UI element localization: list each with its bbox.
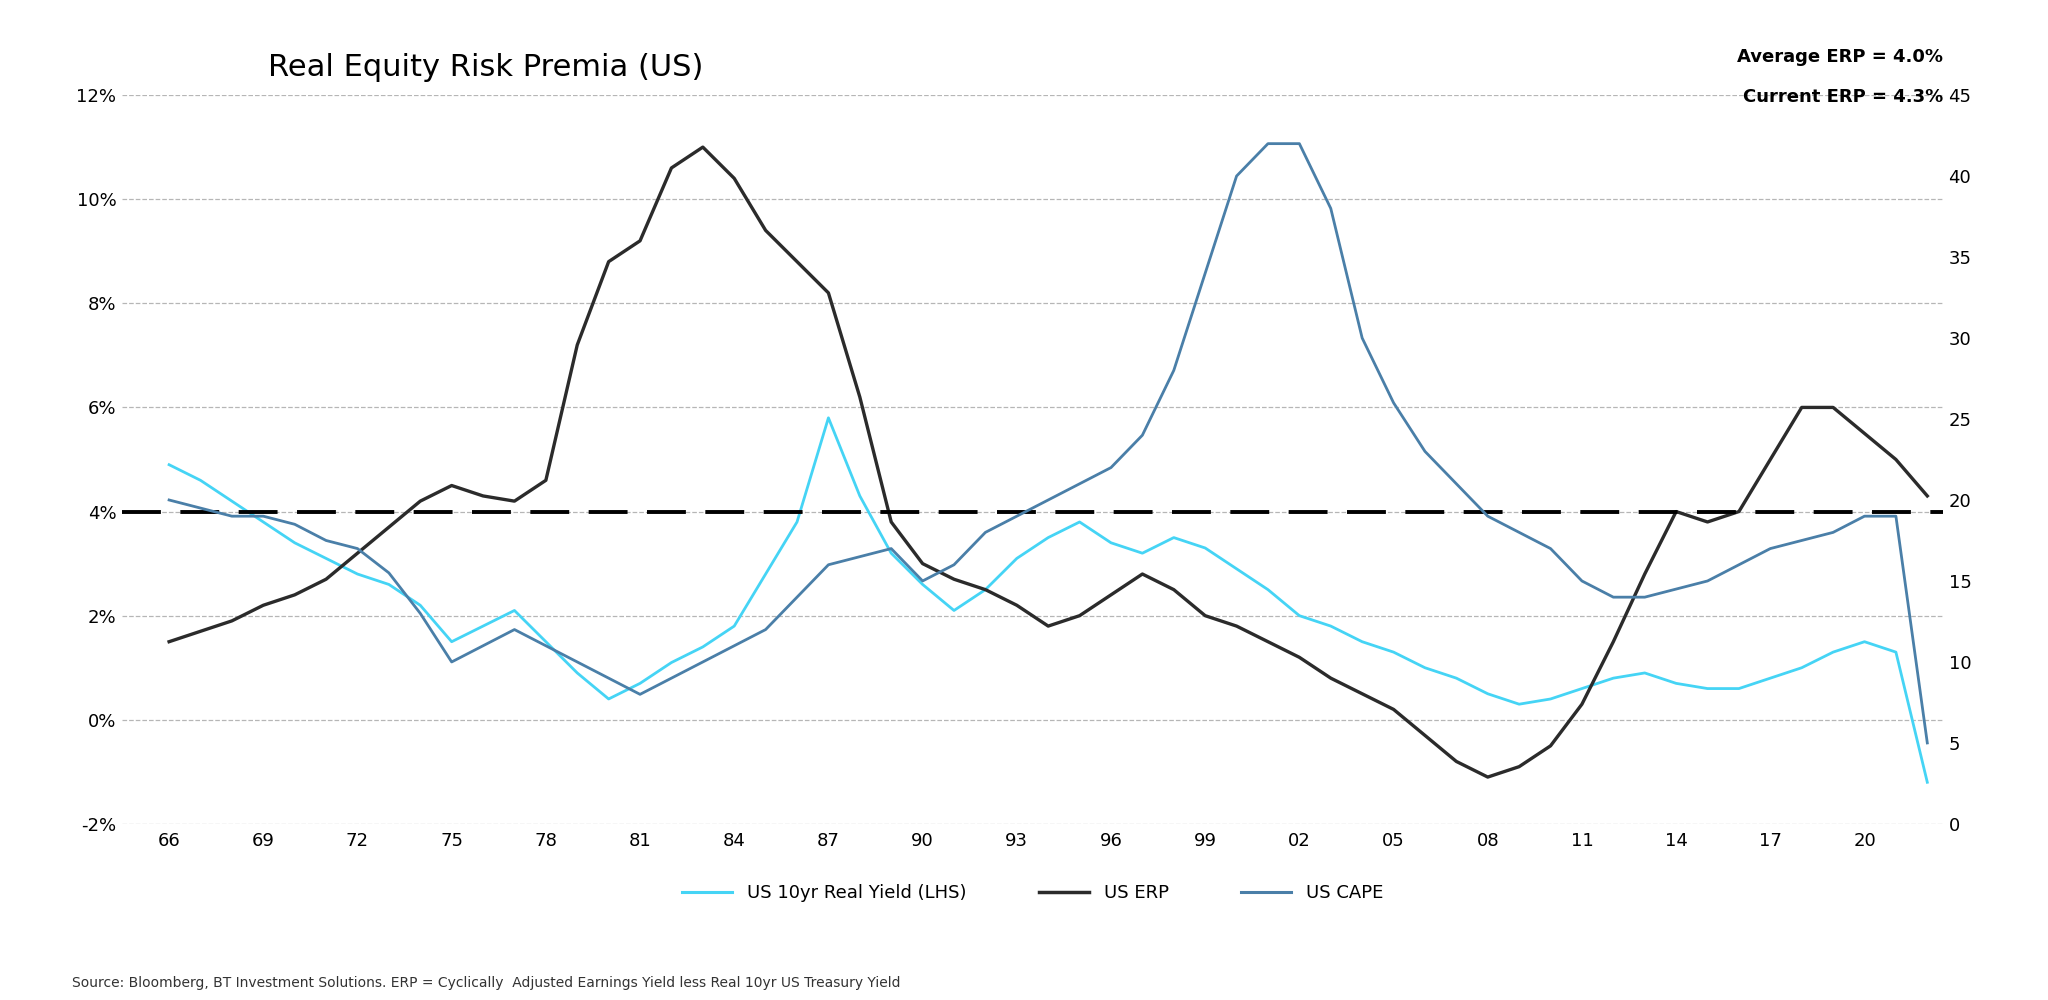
Text: Real Equity Risk Premia (US): Real Equity Risk Premia (US)	[268, 53, 702, 82]
Text: Source: Bloomberg, BT Investment Solutions. ERP = Cyclically  Adjusted Earnings : Source: Bloomberg, BT Investment Solutio…	[72, 976, 901, 990]
Legend: US 10yr Real Yield (LHS), US ERP, US CAPE: US 10yr Real Yield (LHS), US ERP, US CAP…	[674, 877, 1391, 910]
Text: Current ERP = 4.3%: Current ERP = 4.3%	[1743, 88, 1944, 106]
Text: Average ERP = 4.0%: Average ERP = 4.0%	[1737, 48, 1944, 66]
